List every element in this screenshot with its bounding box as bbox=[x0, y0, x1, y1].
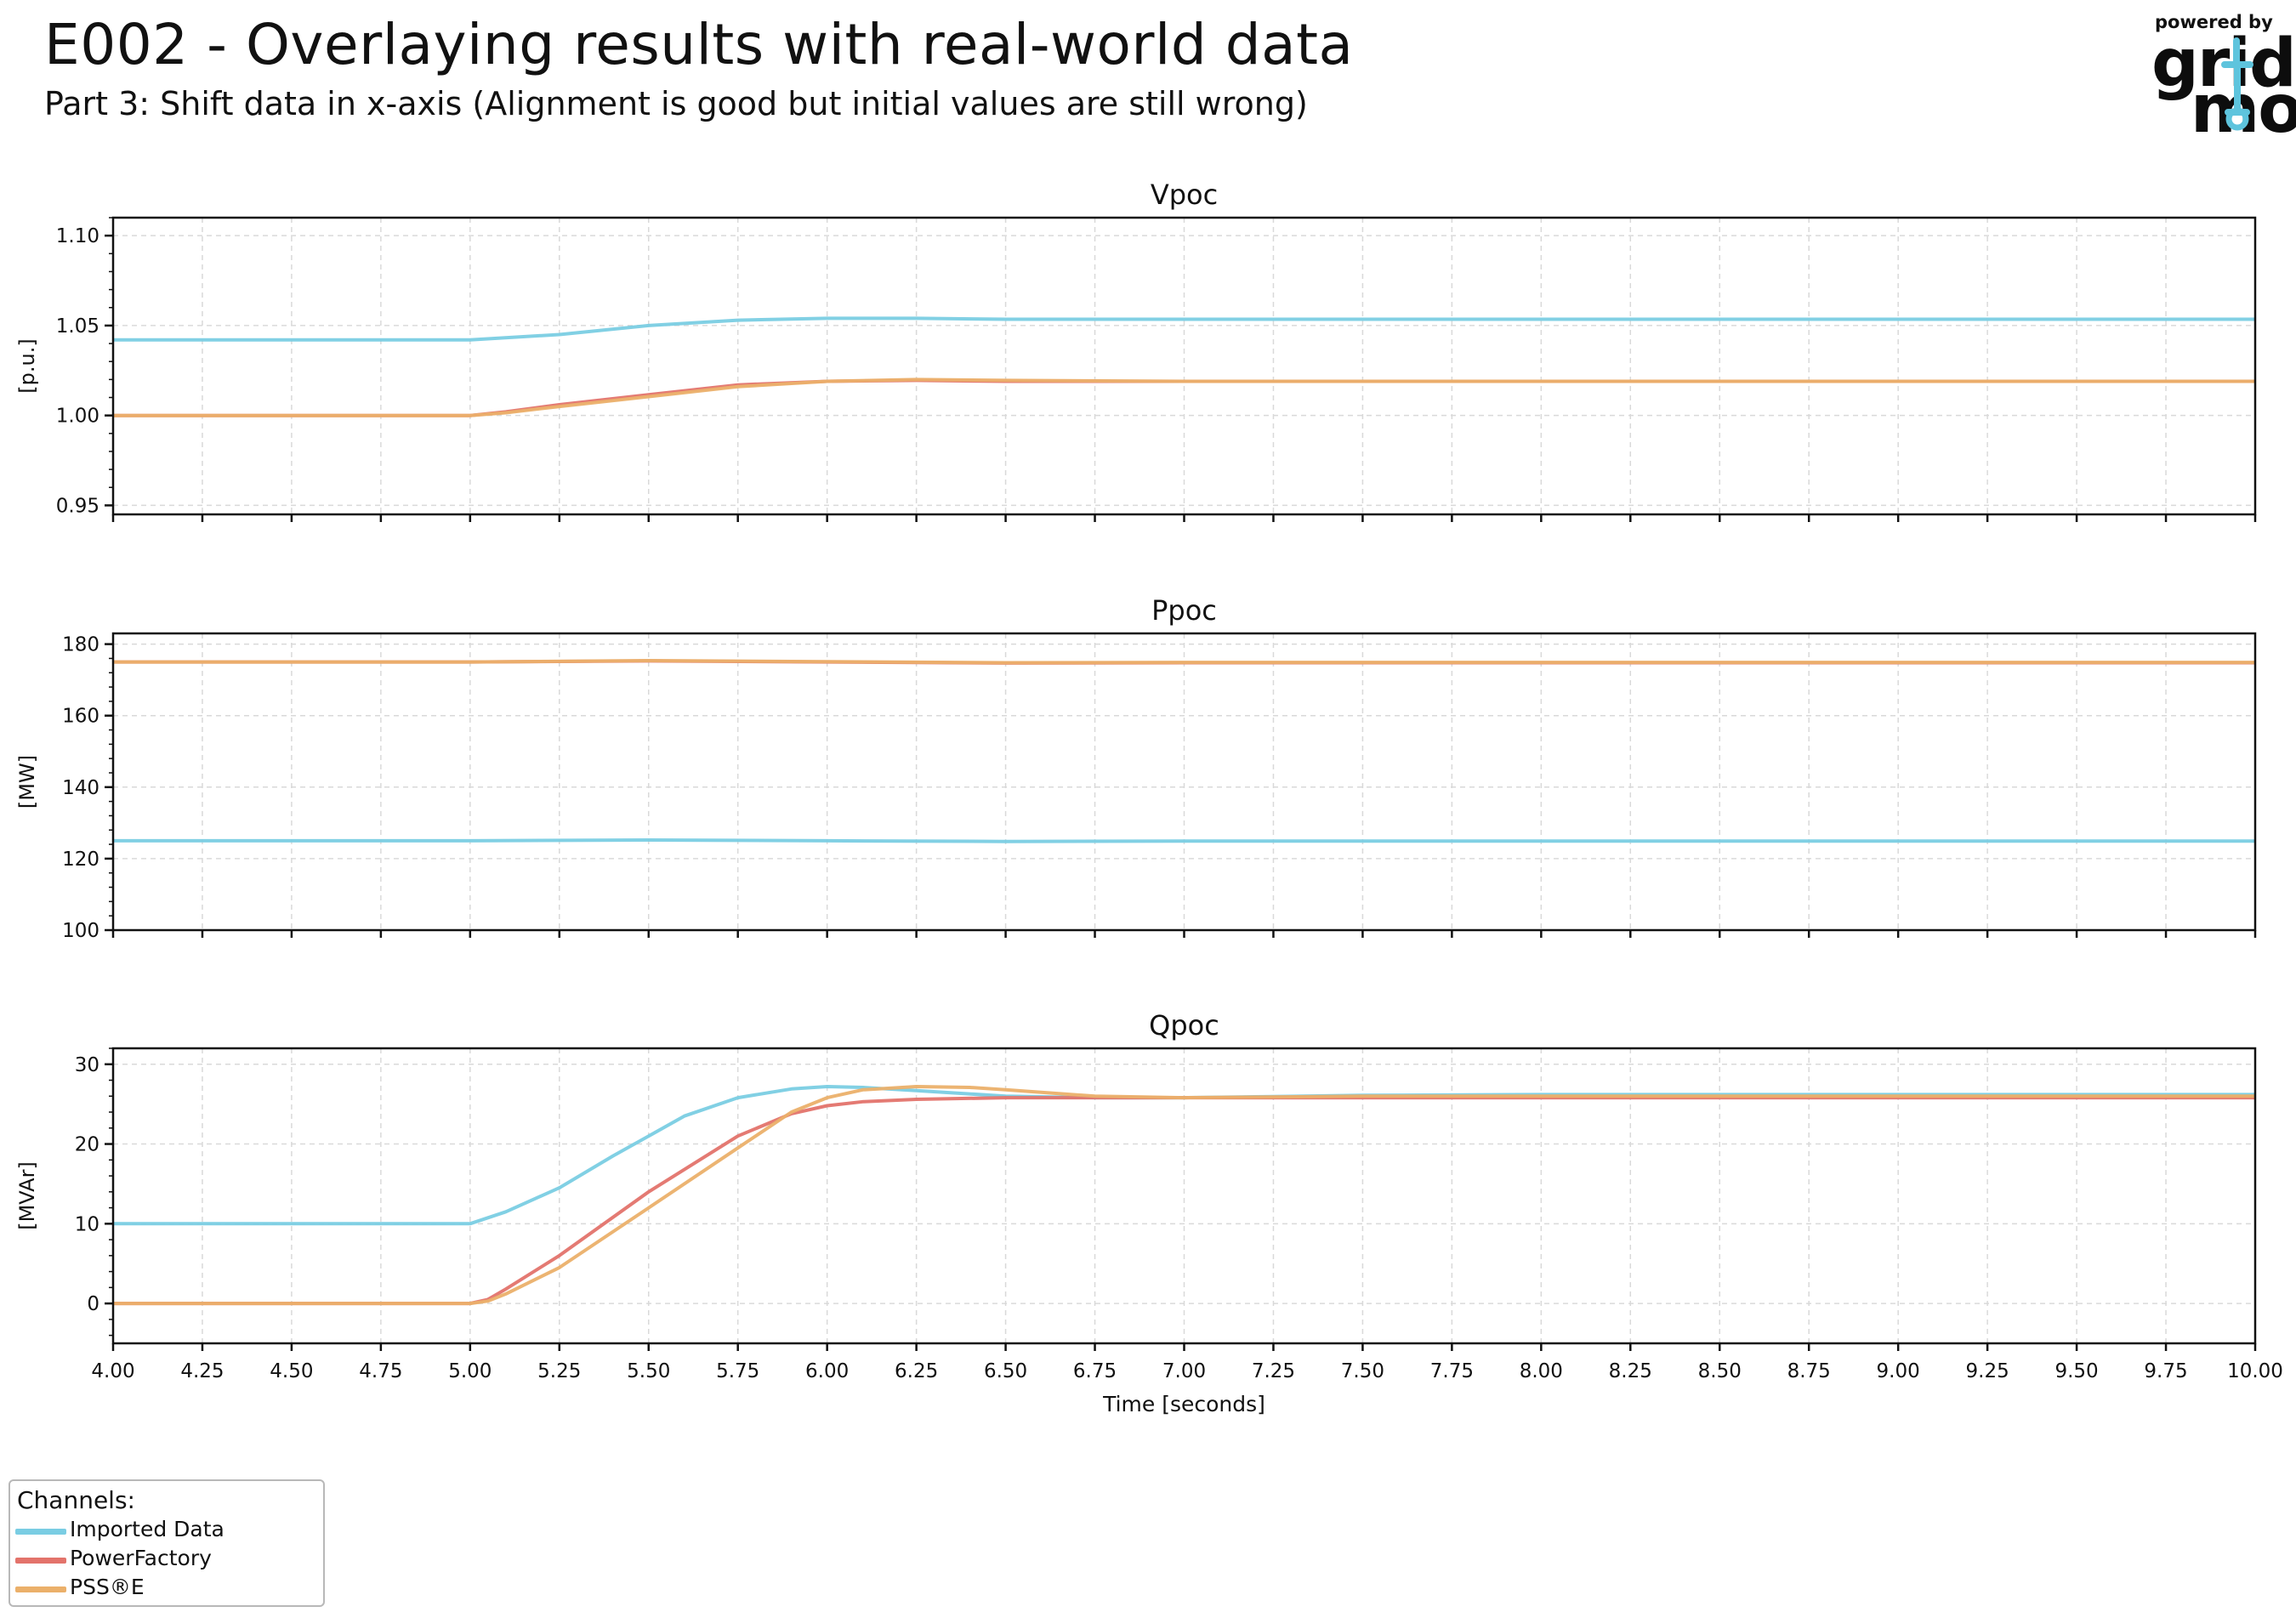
legend-swatch bbox=[15, 1529, 66, 1535]
x-tick-label: 8.75 bbox=[1787, 1360, 1831, 1382]
y-axis-label: [MW] bbox=[15, 755, 39, 809]
page-title: E002 - Overlaying results with real-worl… bbox=[44, 12, 1354, 77]
x-tick-label: 7.75 bbox=[1430, 1360, 1474, 1382]
x-tick-label: 4.50 bbox=[270, 1360, 313, 1382]
y-tick-label: 1.05 bbox=[56, 315, 99, 338]
x-tick-label: 6.00 bbox=[805, 1360, 849, 1382]
series-line-imported-data bbox=[113, 838, 2255, 843]
x-tick-label: 6.50 bbox=[984, 1360, 1027, 1382]
x-tick-label: 5.25 bbox=[537, 1360, 581, 1382]
x-tick-label: 9.25 bbox=[1966, 1360, 2009, 1382]
panel-title: Qpoc bbox=[1149, 1009, 1219, 1042]
series-line-imported-data bbox=[113, 316, 2255, 342]
x-tick-label: 7.50 bbox=[1341, 1360, 1384, 1382]
x-axis-label: Time [seconds] bbox=[1102, 1392, 1265, 1416]
page-subtitle: Part 3: Shift data in x-axis (Alignment … bbox=[44, 85, 1308, 122]
legend-title: Channels: bbox=[17, 1486, 135, 1514]
legend-swatch bbox=[15, 1558, 66, 1564]
x-tick-label: 4.25 bbox=[180, 1360, 224, 1382]
x-tick-label: 4.00 bbox=[91, 1360, 134, 1382]
y-axis-label: [MVAr] bbox=[15, 1161, 39, 1230]
x-tick-label: 7.00 bbox=[1162, 1360, 1206, 1382]
plot-frame bbox=[111, 216, 2257, 516]
plot-frame bbox=[111, 632, 2257, 932]
y-tick-label: 30 bbox=[75, 1054, 99, 1076]
x-tick-label: 8.25 bbox=[1609, 1360, 1652, 1382]
series-line-pss-e bbox=[113, 1085, 2255, 1306]
y-tick-label: 140 bbox=[62, 777, 99, 799]
legend-label: Imported Data bbox=[70, 1517, 224, 1541]
legend-item-psse: PSS®E bbox=[14, 1575, 320, 1603]
panel-title: Vpoc bbox=[1151, 179, 1218, 211]
legend-item-imported-data: Imported Data bbox=[14, 1517, 320, 1546]
x-tick-label: 8.50 bbox=[1698, 1360, 1742, 1382]
series-line-pss-e bbox=[113, 659, 2255, 665]
x-tick-label: 9.50 bbox=[2054, 1360, 2098, 1382]
y-tick-label: 0.95 bbox=[56, 495, 99, 517]
legend: Channels: Imported Data PowerFactory PSS… bbox=[9, 1479, 325, 1607]
x-tick-label: 7.25 bbox=[1252, 1360, 1295, 1382]
x-tick-label: 5.00 bbox=[448, 1360, 492, 1382]
logo-plug-icon bbox=[2221, 37, 2253, 131]
x-tick-label: 5.75 bbox=[716, 1360, 759, 1382]
x-tick-label: 6.25 bbox=[895, 1360, 938, 1382]
legend-label: PowerFactory bbox=[70, 1546, 212, 1570]
legend-label: PSS®E bbox=[70, 1575, 145, 1599]
y-tick-label: 180 bbox=[62, 634, 99, 656]
panel-title: Ppoc bbox=[1151, 594, 1217, 627]
logo-caption: powered by bbox=[2155, 12, 2273, 32]
y-tick-label: 0 bbox=[87, 1293, 99, 1315]
x-tick-label: 8.00 bbox=[1520, 1360, 1563, 1382]
x-tick-label: 6.75 bbox=[1073, 1360, 1117, 1382]
y-tick-label: 1.10 bbox=[56, 225, 99, 247]
legend-swatch bbox=[15, 1586, 66, 1592]
x-tick-label: 9.75 bbox=[2144, 1360, 2187, 1382]
x-tick-label: 5.50 bbox=[627, 1360, 670, 1382]
y-tick-label: 20 bbox=[75, 1134, 99, 1156]
y-tick-label: 100 bbox=[62, 920, 99, 942]
y-tick-label: 120 bbox=[62, 849, 99, 871]
y-tick-label: 160 bbox=[62, 706, 99, 728]
legend-item-powerfactory: PowerFactory bbox=[14, 1546, 320, 1575]
y-tick-label: 1.00 bbox=[56, 406, 99, 428]
gridmo-logo: powered by grid mo bbox=[2143, 12, 2296, 148]
series-line-pss-e bbox=[113, 377, 2255, 417]
plot-frame bbox=[111, 1047, 2257, 1345]
y-tick-label: 10 bbox=[75, 1213, 99, 1235]
y-axis-label: [p.u.] bbox=[15, 338, 39, 393]
x-tick-label: 4.75 bbox=[359, 1360, 402, 1382]
x-tick-label: 9.00 bbox=[1877, 1360, 1920, 1382]
x-tick-label: 10.00 bbox=[2227, 1360, 2283, 1382]
